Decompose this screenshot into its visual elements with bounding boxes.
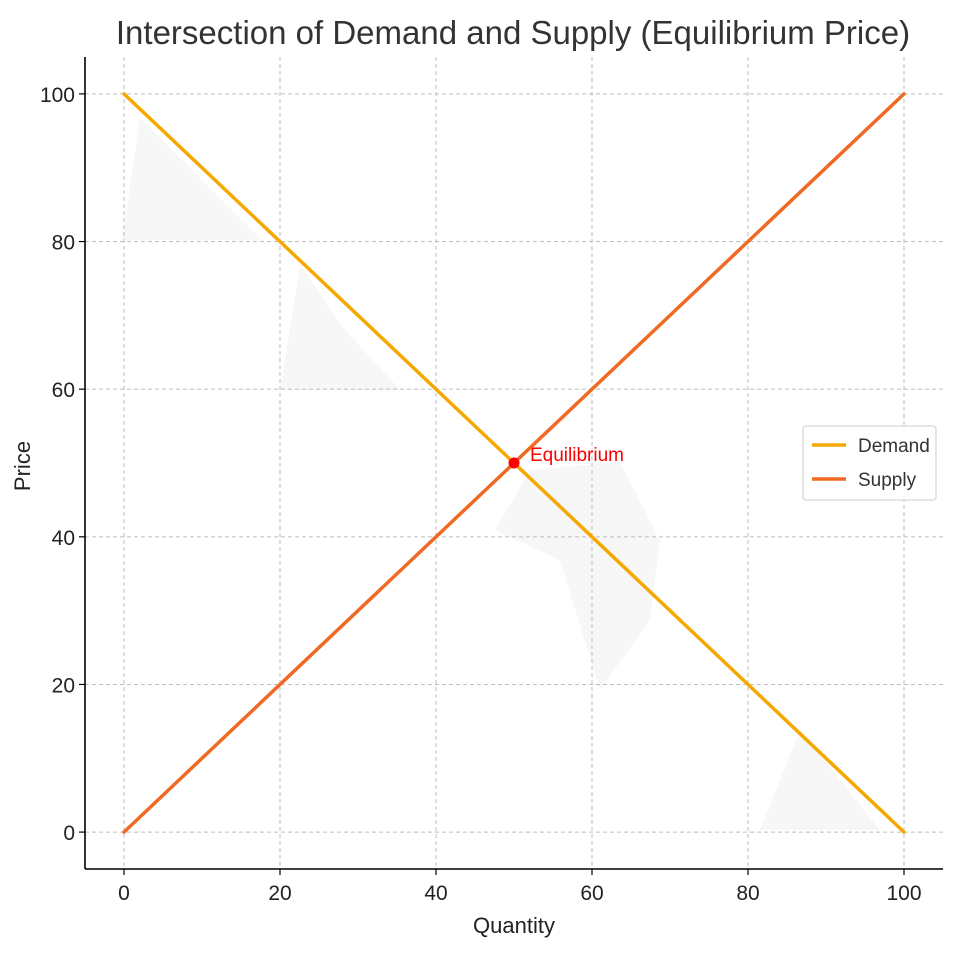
equilibrium-point bbox=[508, 457, 520, 469]
y-tick-label: 0 bbox=[63, 822, 75, 845]
x-tick-label: 100 bbox=[886, 882, 921, 905]
y-gridlines bbox=[85, 93, 943, 833]
background-watermark bbox=[122, 118, 880, 830]
legend: Demand Supply bbox=[802, 425, 937, 501]
y-axis-label: Price bbox=[10, 441, 35, 491]
x-tick-label: 80 bbox=[736, 882, 759, 905]
y-tick-label: 40 bbox=[52, 527, 75, 550]
equilibrium-label: Equilibrium bbox=[530, 445, 624, 466]
y-axis-ticks: 0 20 40 60 80 100 bbox=[40, 84, 85, 845]
y-tick-label: 60 bbox=[52, 379, 75, 402]
x-tick-label: 0 bbox=[118, 882, 130, 905]
y-tick-label: 80 bbox=[52, 232, 75, 255]
y-tick-label: 100 bbox=[40, 84, 75, 107]
legend-supply-label: Supply bbox=[858, 470, 917, 491]
chart-title: Intersection of Demand and Supply (Equil… bbox=[116, 14, 910, 51]
x-tick-label: 20 bbox=[268, 882, 291, 905]
x-axis-label: Quantity bbox=[473, 913, 555, 938]
x-tick-label: 40 bbox=[424, 882, 447, 905]
x-tick-label: 60 bbox=[580, 882, 603, 905]
y-tick-label: 20 bbox=[52, 674, 75, 697]
x-axis-ticks: 0 20 40 60 80 100 bbox=[118, 869, 922, 905]
legend-demand-label: Demand bbox=[858, 436, 930, 457]
